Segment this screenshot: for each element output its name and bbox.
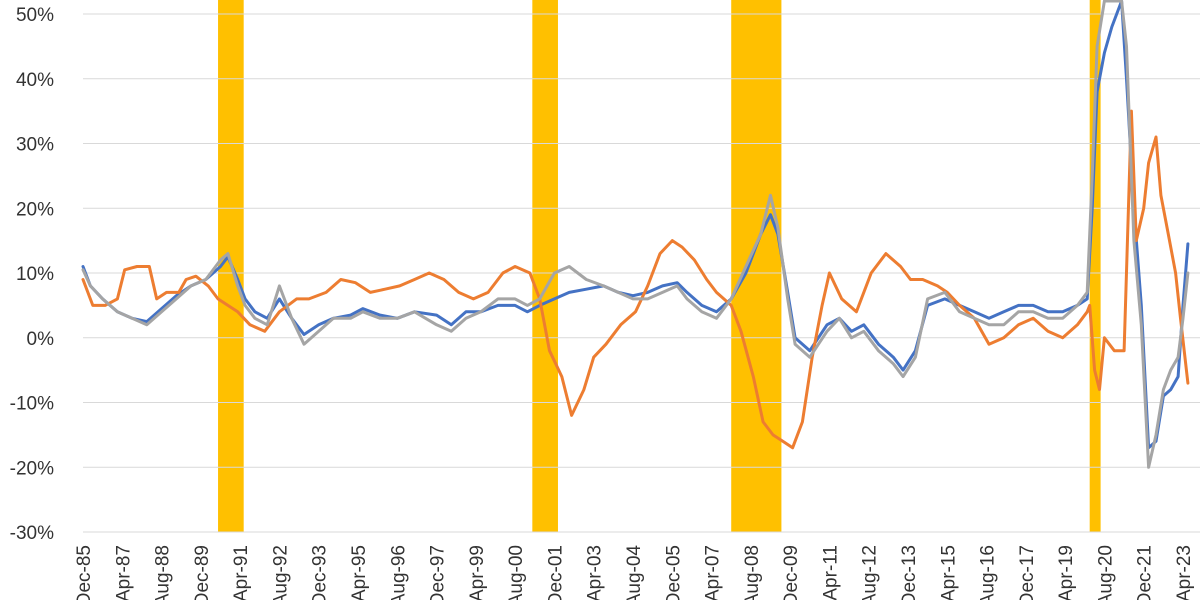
- x-tick-label: Apr-87: [113, 545, 134, 600]
- y-tick-label: 50%: [16, 5, 54, 26]
- x-tick-label: Dec-01: [545, 545, 566, 600]
- x-tick-label: Dec-09: [781, 545, 802, 600]
- recession-band-3: [731, 0, 782, 532]
- y-tick-label: 30%: [16, 135, 54, 156]
- series-line-3: [81, 0, 1190, 469]
- x-tick-label: Apr-99: [467, 545, 488, 600]
- x-tick-label: Aug-04: [624, 545, 645, 600]
- x-tick-label: Apr-95: [349, 545, 370, 600]
- x-tick-label: Apr-23: [1174, 545, 1195, 600]
- x-tick-label: Dec-93: [310, 545, 331, 600]
- series-lines: [81, 0, 1190, 469]
- y-tick-labels: 50% 40% 30% 20% 10% 0% -10% -20% -30%: [10, 5, 54, 544]
- x-tick-label: Apr-15: [938, 545, 959, 600]
- y-tick-label: -20%: [10, 458, 54, 479]
- y-tick-label: -10%: [10, 394, 54, 415]
- x-tick-label: Aug-08: [742, 545, 763, 600]
- x-tick-label: Dec-89: [192, 545, 213, 600]
- x-tick-label: Aug-00: [506, 545, 527, 600]
- y-tick-label: -30%: [10, 523, 54, 544]
- y-tick-label: 0%: [27, 329, 55, 350]
- recession-band-4: [1089, 0, 1101, 532]
- y-tick-label: 20%: [16, 199, 54, 220]
- x-tick-label: Apr-11: [820, 545, 841, 600]
- gridlines: [83, 13, 1200, 533]
- x-tick-label: Dec-13: [899, 545, 920, 600]
- x-tick-label: Dec-05: [663, 545, 684, 600]
- x-tick-label: Dec-17: [1017, 545, 1038, 600]
- x-tick-label: Apr-07: [703, 545, 724, 600]
- x-tick-label: Dec-97: [428, 545, 449, 600]
- x-tick-label: Apr-91: [231, 545, 252, 600]
- x-tick-label: Aug-16: [978, 545, 999, 600]
- series-line-1: [81, 0, 1190, 450]
- x-tick-labels: Dec-85 Apr-87 Aug-88 Dec-89 Apr-91 Aug-92 Dec-…: [74, 545, 1195, 600]
- y-tick-label: 40%: [16, 70, 54, 91]
- x-tick-label: Aug-20: [1095, 545, 1116, 600]
- recession-bands: [218, 0, 1101, 532]
- x-tick-label: Dec-85: [74, 545, 95, 600]
- x-tick-label: Apr-03: [585, 545, 606, 600]
- recession-band-2: [532, 0, 558, 532]
- x-tick-label: Apr-19: [1056, 545, 1077, 600]
- x-tick-label: Aug-92: [270, 545, 291, 600]
- y-tick-label: 10%: [16, 264, 54, 285]
- series-line-2: [81, 109, 1190, 450]
- x-tick-label: Aug-96: [388, 545, 409, 600]
- x-tick-label: Aug-12: [860, 545, 881, 600]
- x-tick-label: Dec-21: [1135, 545, 1156, 600]
- x-tick-label: Aug-88: [153, 545, 174, 600]
